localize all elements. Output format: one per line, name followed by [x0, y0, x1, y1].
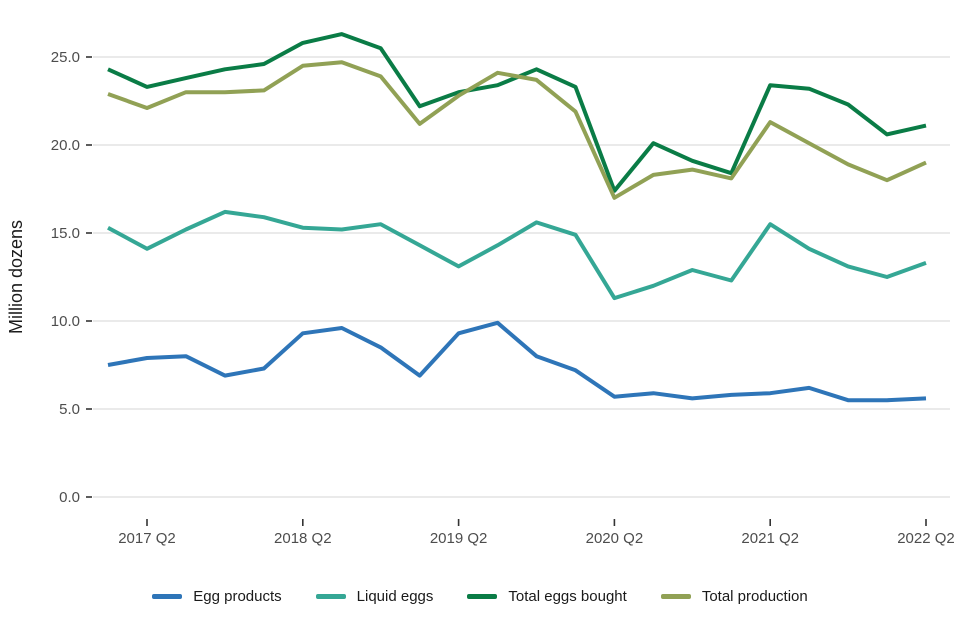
series-line-liquid-eggs — [107, 209, 927, 301]
legend-item-liquid-eggs: Liquid eggs — [315, 588, 434, 605]
legend-label: Liquid eggs — [356, 588, 434, 605]
y-axis-title: Million dozens — [6, 220, 26, 334]
series-line-egg-products — [107, 320, 927, 403]
legend-swatch-liquid-eggs — [315, 594, 346, 599]
legend-swatch-total-eggs-bought — [467, 594, 498, 599]
legend-label: Total eggs bought — [508, 588, 627, 605]
x-tick-label: 2019 Q2 — [430, 530, 488, 547]
legend-item-total-production: Total production — [660, 588, 808, 605]
y-tick-label: 25.0 — [51, 49, 80, 66]
gridlines — [93, 56, 950, 498]
legend-item-total-eggs-bought: Total eggs bought — [467, 588, 627, 605]
x-axis: 2017 Q2 2018 Q2 2019 Q2 2020 Q2 2021 Q2 2022 … — [118, 519, 955, 547]
x-tick-label: 2022 Q2 — [897, 530, 955, 547]
legend-label: Total production — [701, 588, 808, 605]
series-line-total-production — [107, 60, 927, 200]
legend-item-egg-products: Egg products — [152, 588, 282, 605]
series-lines — [107, 32, 927, 403]
y-tick-label: 10.0 — [51, 313, 80, 330]
x-tick-label: 2017 Q2 — [118, 530, 176, 547]
legend-label: Egg products — [193, 588, 282, 605]
x-tick-label: 2021 Q2 — [741, 530, 799, 547]
x-tick-label: 2020 Q2 — [586, 530, 644, 547]
y-tick-label: 0.0 — [59, 489, 80, 506]
legend-swatch-egg-products — [152, 594, 183, 599]
y-axis: 0.0 5.0 10.0 15.0 20.0 25.0 — [51, 49, 92, 506]
x-tick-label: 2018 Q2 — [274, 530, 332, 547]
legend: Egg products Liquid eggs Total eggs bought… — [0, 588, 960, 605]
y-tick-label: 5.0 — [59, 401, 80, 418]
line-chart: 0.05.010.015.020.025.0 2017 Q2 2018 Q2 201… — [6, 32, 955, 547]
y-tick-label: 15.0 — [51, 225, 80, 242]
y-tick-label: 20.0 — [51, 137, 80, 154]
legend-swatch-total-production — [660, 594, 691, 599]
